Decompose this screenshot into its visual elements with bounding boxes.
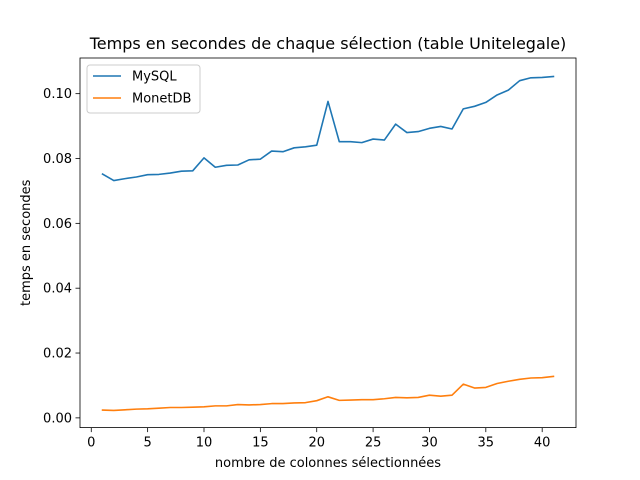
x-tick-label: 30 [421, 436, 438, 451]
legend: MySQL MonetDB [86, 64, 201, 114]
x-tick-label: 10 [196, 436, 213, 451]
legend-label-mysql: MySQL [132, 70, 177, 85]
series-line-mysql [101, 75, 555, 182]
x-tick-label: 15 [252, 436, 269, 451]
series-layer [101, 75, 555, 412]
series-line-monetdb [101, 375, 555, 412]
x-tick-label: 20 [308, 436, 325, 451]
axes-frame [79, 57, 577, 429]
x-axis-ticks: 0 5 10 15 20 25 30 35 40 [87, 427, 551, 451]
y-tick-label: 0.04 [43, 282, 72, 297]
y-axis-ticks: 0.00 0.02 0.04 0.06 0.08 0.10 [43, 87, 80, 426]
y-tick-label: 0.10 [43, 87, 72, 102]
y-axis-title: temps en secondes [19, 179, 34, 306]
y-tick-label: 0.08 [43, 152, 72, 167]
x-tick-label: 40 [534, 436, 551, 451]
plot-area [79, 57, 577, 429]
y-tick-label: 0.06 [43, 217, 72, 232]
y-tick-label: 0.02 [43, 347, 72, 362]
x-tick-label: 0 [87, 436, 95, 451]
x-tick-label: 5 [143, 436, 151, 451]
legend-frame [86, 64, 201, 114]
y-tick-label: 0.00 [43, 411, 72, 426]
legend-label-monetdb: MonetDB [132, 92, 191, 107]
x-tick-label: 35 [478, 436, 495, 451]
x-axis-title: nombre de colonnes sélectionnées [215, 456, 441, 471]
x-tick-label: 25 [365, 436, 382, 451]
chart-title: Temps en secondes de chaque sélection (t… [89, 34, 567, 53]
